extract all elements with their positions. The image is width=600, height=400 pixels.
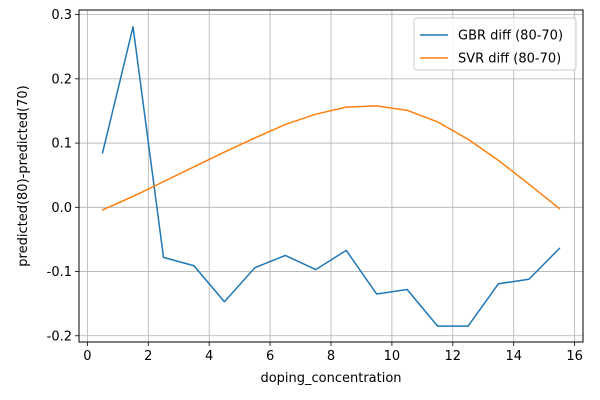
series-line-svr [101, 105, 561, 211]
series-lines [101, 26, 561, 327]
x-tick-label: 0 [83, 349, 91, 364]
y-axis-label: predicted(80)-predicted(70) [16, 85, 31, 266]
series-line-gbr [101, 26, 561, 327]
x-tick-label: 6 [266, 349, 274, 364]
x-tick-label: 4 [205, 349, 213, 364]
y-tick-label: 0.0 [51, 201, 72, 216]
y-tick-label: 0.2 [51, 72, 72, 87]
x-axis-label: doping_concentration [260, 371, 401, 386]
axis-ticks: 0 2 4 6 8 10 12 14 16 -0.2 -0.1 0.0 0.1 0.2 0.3 [47, 8, 583, 364]
legend: GBR diff (80-70) SVR diff (80-70) [413, 17, 577, 71]
x-tick-label: 10 [384, 349, 401, 364]
y-tick-label: -0.1 [47, 265, 72, 280]
x-tick-label: 16 [566, 349, 583, 364]
x-tick-label: 8 [327, 349, 335, 364]
y-tick-label: 0.3 [51, 8, 72, 23]
legend-box [413, 17, 577, 71]
legend-label-gbr: GBR diff (80-70) [458, 29, 563, 44]
legend-label-svr: SVR diff (80-70) [458, 52, 561, 67]
x-tick-label: 12 [445, 349, 462, 364]
x-tick-label: 14 [505, 349, 522, 364]
y-tick-label: -0.2 [47, 329, 72, 344]
y-tick-label: 0.1 [51, 137, 72, 152]
x-tick-label: 2 [144, 349, 152, 364]
grid [79, 10, 583, 342]
